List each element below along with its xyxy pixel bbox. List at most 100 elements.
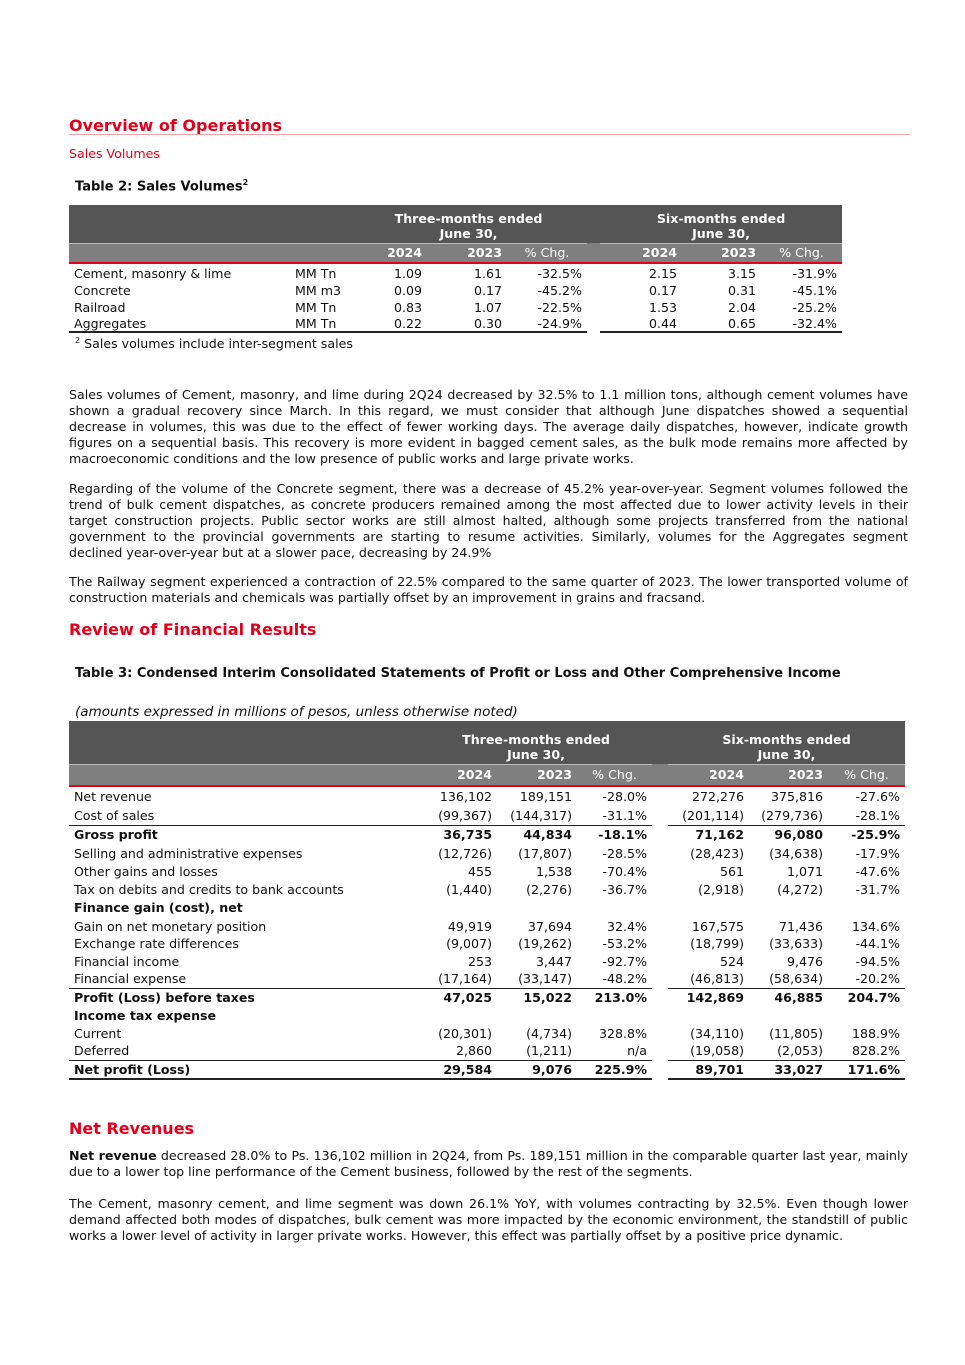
row-label: Selling and administrative expenses xyxy=(74,846,303,861)
cell-value xyxy=(577,1006,652,1025)
cell-value: (11,805) xyxy=(769,1026,824,1041)
row-label: Financial expense xyxy=(74,971,187,987)
cell-value: 1,538 xyxy=(535,864,572,879)
cell-value: 1.07 xyxy=(473,299,502,315)
cell-value: 524 xyxy=(719,953,745,969)
table-row: Net profit (Loss) 29,584 9,076 225.9% 89,701… xyxy=(69,1059,906,1080)
table-row: Current (20,301) (4,734) 328.8% (34,110) (11,… xyxy=(69,1025,905,1042)
row-label: Exchange rate differences xyxy=(74,936,239,951)
cell-value: -31.9% xyxy=(792,265,838,281)
table-row: Net revenue 136,102 189,151 -28.0% 272,276 37… xyxy=(69,786,905,806)
cell-value: 2.15 xyxy=(648,265,678,281)
cell-value: -53.2% xyxy=(602,936,648,951)
row-label: Aggregates xyxy=(69,315,290,333)
cell-value: 71,162 xyxy=(668,824,750,844)
row-label: Financial income xyxy=(74,953,180,969)
cell-value xyxy=(420,898,497,917)
cell-value: 188.9% xyxy=(852,1026,901,1041)
cell-value: -22.5% xyxy=(537,299,583,315)
cell-value: -92.7% xyxy=(602,953,648,969)
cell-value: -48.2% xyxy=(602,971,648,987)
table3-group-three-months: Three-months ended June 30, xyxy=(420,721,653,764)
bold-term: Net revenue xyxy=(69,1148,157,1163)
table3-col-header: 2023 xyxy=(749,763,829,787)
table3-profit-loss: Three-months ended June 30, Six-months end… xyxy=(69,721,906,1080)
cell-value xyxy=(497,898,577,917)
section-title-overview: Overview of Operations xyxy=(69,116,283,135)
cell-value: 1.61 xyxy=(473,265,502,281)
cell-value: 0.22 xyxy=(350,315,427,333)
cell-value: (4,272) xyxy=(777,881,824,897)
table-row: Financial expense (17,164) (33,147) -48.2% (… xyxy=(69,970,905,988)
cell-value: (33,147) xyxy=(518,971,572,987)
cell-value: -24.9% xyxy=(507,315,588,333)
cell-value: -45.1% xyxy=(792,283,838,299)
cell-value: -28.0% xyxy=(602,789,648,804)
cell-value: 89,701 xyxy=(668,1059,750,1080)
paragraph: The Railway segment experienced a contra… xyxy=(69,574,908,605)
cell-value: 3,447 xyxy=(535,953,572,969)
cell-value: 272,276 xyxy=(691,789,745,804)
cell-value: -32.5% xyxy=(537,265,583,281)
subsection-sales-volumes: Sales Volumes xyxy=(69,146,160,161)
cell-value: (2,918) xyxy=(698,881,745,897)
cell-value: 328.8% xyxy=(599,1026,648,1041)
cell-value: -20.2% xyxy=(855,971,901,987)
table3-group-six-months: Six-months ended June 30, xyxy=(668,721,906,764)
cell-value: 142,869 xyxy=(668,987,750,1006)
cell-value: -17.9% xyxy=(855,846,901,861)
cell-value: 37,694 xyxy=(527,918,572,934)
cell-value xyxy=(668,898,749,917)
row-label: Cost of sales xyxy=(74,807,155,823)
cell-value: 213.0% xyxy=(577,987,653,1006)
table3-col-header: 2024 xyxy=(420,763,497,787)
cell-value: -44.1% xyxy=(855,936,901,951)
cell-value: (19,058) xyxy=(690,1043,745,1059)
cell-value: -36.7% xyxy=(602,881,648,897)
footnote-text: Sales volumes include inter-segment sale… xyxy=(84,336,353,352)
cell-value: -31.1% xyxy=(602,807,648,823)
paragraph: Regarding of the volume of the Concrete … xyxy=(69,481,908,560)
table2-col-header: % Chg. xyxy=(507,242,588,264)
cell-value: (19,262) xyxy=(518,936,572,951)
cell-value: n/a xyxy=(627,1043,648,1059)
table-row: Exchange rate differences (9,007) (19,262)… xyxy=(69,935,905,952)
cell-value: 375,816 xyxy=(770,789,824,804)
cell-value: (201,114) xyxy=(682,807,745,823)
cell-value: (17,807) xyxy=(518,846,572,861)
cell-value: (2,053) xyxy=(777,1043,824,1059)
cell-value: (46,813) xyxy=(690,971,745,987)
cell-value: 46,885 xyxy=(749,987,829,1006)
table-row: Cost of sales (99,367) (144,317) -31.1% (201… xyxy=(69,806,905,825)
cell-value: (34,638) xyxy=(769,846,824,861)
cell-value: 9,076 xyxy=(497,1059,577,1080)
cell-value: -47.6% xyxy=(855,864,901,879)
table2-col-header: % Chg. xyxy=(761,242,843,264)
table-row: Concrete MM m3 0.09 0.17 -45.2% 0.17 0.31 -45.1… xyxy=(69,283,842,300)
table2-col-header: 2023 xyxy=(427,242,507,264)
cell-value: (28,423) xyxy=(690,846,745,861)
cell-value: 1.53 xyxy=(648,299,678,315)
table3-col-header: % Chg. xyxy=(577,763,653,787)
cell-value: 2.04 xyxy=(727,299,757,315)
table-row: Tax on debits and credits to bank accoun… xyxy=(69,880,905,898)
table-row: Deferred 2,860 (1,211) n/a (19,058) (2,053) 82… xyxy=(69,1042,905,1060)
row-label: Income tax expense xyxy=(74,1008,217,1023)
row-unit: MM m3 xyxy=(295,283,342,299)
cell-value: 15,022 xyxy=(497,987,577,1006)
footnote-mark: 2 xyxy=(75,336,81,345)
cell-value: -70.4% xyxy=(602,864,648,879)
cell-value: (2,276) xyxy=(526,881,572,897)
table-row: Gross profit 36,735 44,834 -18.1% 71,162 96,0… xyxy=(69,824,906,844)
cell-value: 134.6% xyxy=(852,918,901,934)
table-row: Profit (Loss) before taxes 47,025 15,022 21… xyxy=(69,987,906,1006)
cell-value: (279,736) xyxy=(761,807,824,823)
cell-value: 2,860 xyxy=(455,1043,492,1059)
cell-value: 1,071 xyxy=(786,864,824,879)
cell-value: 33,027 xyxy=(749,1059,829,1080)
cell-value: 71,436 xyxy=(778,918,824,934)
cell-value: 136,102 xyxy=(439,789,492,804)
cell-value: 0.31 xyxy=(727,283,757,299)
cell-value: (17,164) xyxy=(438,971,492,987)
cell-value: 0.65 xyxy=(682,315,762,333)
